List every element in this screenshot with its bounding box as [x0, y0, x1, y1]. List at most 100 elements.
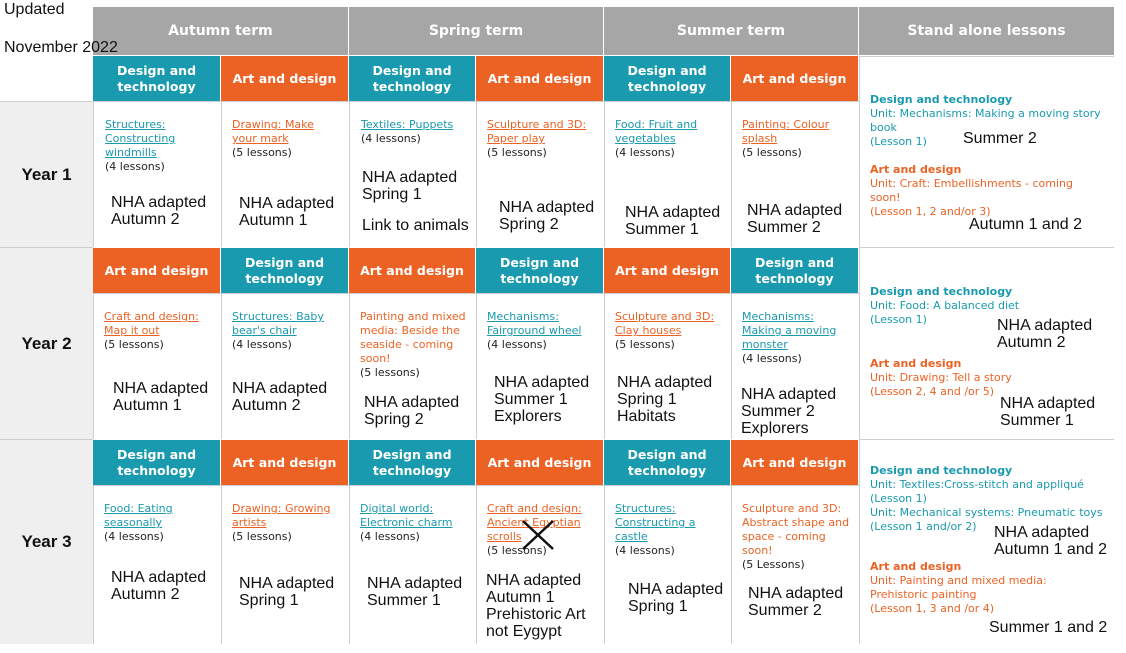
- lesson-count: (5 lessons): [615, 338, 675, 351]
- unit-cell: Mechanisms: Making a moving monster (4 l…: [731, 293, 859, 439]
- unit-link[interactable]: castle: [615, 530, 648, 543]
- standalone-unit[interactable]: Unit: Textiles:Cross-stitch and appliqué: [870, 478, 1084, 491]
- standalone-unit[interactable]: Unit: Drawing: Tell a story: [870, 371, 1012, 384]
- subject-dt: Design and technology: [604, 440, 731, 485]
- unit-link[interactable]: Map it out: [104, 324, 160, 337]
- unit-link[interactable]: Food: Eating: [104, 502, 173, 515]
- lesson-count: (4 lessons): [361, 132, 421, 145]
- unit-link[interactable]: Mechanisms:: [742, 310, 814, 323]
- unit-link[interactable]: monster: [742, 338, 788, 351]
- unit-text: space - coming: [742, 530, 826, 543]
- standalone-heading: Art and design: [870, 163, 962, 176]
- nha-note: Spring 2: [499, 216, 559, 233]
- unit-link[interactable]: Sculpture and 3D:: [615, 310, 715, 323]
- standalone-lesson: (Lesson 1): [870, 135, 927, 148]
- nha-note: Spring 1: [239, 592, 299, 609]
- standalone-unit[interactable]: Unit: Painting and mixed media: Prehisto…: [870, 574, 1047, 601]
- subject-dt: Design and technology: [731, 248, 859, 293]
- unit-cell: Painting and mixed media: Beside the sea…: [349, 293, 476, 439]
- standalone-lesson: (Lesson 1, 3 and /or 4): [870, 602, 995, 615]
- standalone-unit[interactable]: Unit: Craft: Embellishments - coming soo…: [870, 177, 1073, 204]
- nha-note: NHA adapted: [113, 380, 209, 397]
- unit-link[interactable]: Constructing a: [615, 516, 696, 529]
- unit-link[interactable]: Fairground wheel: [487, 324, 582, 337]
- nha-note: NHA adapted: [997, 317, 1093, 334]
- unit-link[interactable]: Drawing: Make: [232, 118, 314, 131]
- standalone-unit[interactable]: Unit: Food: A balanced diet: [870, 299, 1020, 312]
- subject-dt: Design and technology: [349, 440, 476, 485]
- nha-note: Autumn 1: [239, 212, 308, 229]
- unit-link[interactable]: Textiles: Puppets: [361, 118, 454, 131]
- unit-text: soon!: [742, 544, 773, 557]
- nha-note: NHA adapted: [748, 585, 844, 602]
- subject-dt: Design and technology: [93, 440, 221, 485]
- nha-note: Autumn 2: [111, 211, 180, 228]
- standalone-heading: Art and design: [870, 560, 962, 573]
- standalone-unit[interactable]: Unit: Mechanisms: Making a moving story …: [870, 107, 1101, 134]
- nha-note: NHA adapted: [628, 581, 724, 598]
- lesson-count: (4 lessons): [232, 338, 292, 351]
- unit-link[interactable]: Digital world:: [360, 502, 434, 515]
- unit-link[interactable]: windmills: [105, 146, 157, 159]
- unit-link[interactable]: your mark: [232, 132, 289, 145]
- year-label: Year 3: [0, 439, 93, 644]
- unit-link[interactable]: vegetables: [615, 132, 676, 145]
- unit-cell: Sculpture and 3D: Abstract shape and spa…: [731, 485, 859, 644]
- unit-link[interactable]: splash: [742, 132, 778, 145]
- unit-text: Sculpture and 3D:: [742, 502, 842, 515]
- standalone-lesson: (Lesson 1): [870, 492, 927, 505]
- updated-line1: Updated: [4, 1, 65, 18]
- unit-cell: Digital world: Electronic charm (4 lesso…: [349, 485, 476, 644]
- unit-link[interactable]: Structures: Baby: [232, 310, 324, 323]
- unit-link[interactable]: Structures:: [615, 502, 676, 515]
- unit-link[interactable]: scrolls: [487, 530, 522, 543]
- year-label: Year 1: [0, 101, 93, 247]
- unit-link[interactable]: Craft and design:: [104, 310, 199, 323]
- unit-link[interactable]: Making a moving: [742, 324, 837, 337]
- subject-ad: Art and design: [476, 56, 604, 101]
- nha-note: NHA adapted: [486, 572, 582, 589]
- unit-link[interactable]: Sculpture and 3D:: [487, 118, 587, 131]
- unit-link[interactable]: Paper play: [487, 132, 545, 145]
- unit-link[interactable]: Painting: Colour: [742, 118, 830, 131]
- unit-link[interactable]: Electronic charm: [360, 516, 453, 529]
- subject-ad: Art and design: [349, 248, 476, 293]
- unit-link[interactable]: Craft and design:: [487, 502, 582, 515]
- standalone-cell: Design and technology Unit: Textiles:Cro…: [859, 439, 1114, 644]
- subject-ad: Art and design: [476, 440, 604, 485]
- cross-out-icon: [522, 520, 554, 550]
- nha-note: Explorers: [741, 420, 809, 437]
- lesson-count: (4 lessons): [615, 146, 675, 159]
- nha-note: Autumn 2: [111, 586, 180, 603]
- subject-dt: Design and technology: [93, 56, 221, 101]
- unit-cell: Structures: Constructing windmills (4 le…: [93, 101, 221, 247]
- unit-link[interactable]: Food: Fruit and: [615, 118, 698, 131]
- lesson-count: (5 lessons): [232, 530, 292, 543]
- unit-text: media: Beside the: [360, 324, 460, 337]
- subject-dt: Design and technology: [476, 248, 604, 293]
- unit-link[interactable]: Ancient Egyptian: [487, 516, 581, 529]
- standalone-unit[interactable]: Unit: Mechanical systems: Pneumatic toys: [870, 506, 1103, 519]
- nha-note: Spring 2: [364, 411, 424, 428]
- standalone-heading: Art and design: [870, 357, 962, 370]
- standalone-lesson: (Lesson 1, 2 and/or 3): [870, 205, 991, 218]
- unit-link[interactable]: seasonally: [104, 516, 163, 529]
- unit-cell: Drawing: Make your mark (5 lessons) NHA …: [221, 101, 349, 247]
- unit-cell: Textiles: Puppets (4 lessons) NHA adapte…: [349, 101, 476, 247]
- unit-link[interactable]: Structures:: [105, 118, 166, 131]
- unit-link[interactable]: bear's chair: [232, 324, 297, 337]
- unit-link[interactable]: artists: [232, 516, 267, 529]
- unit-link[interactable]: Drawing: Growing: [232, 502, 331, 515]
- nha-note: Autumn 1: [113, 397, 182, 414]
- subject-dt: Design and technology: [604, 56, 731, 101]
- nha-note: NHA adapted: [1000, 395, 1096, 412]
- unit-link[interactable]: Clay houses: [615, 324, 682, 337]
- unit-link[interactable]: Constructing: [105, 132, 176, 145]
- nha-note: Spring 1: [617, 391, 677, 408]
- nha-note: Autumn 2: [997, 334, 1066, 351]
- unit-cell: Structures: Baby bear's chair (4 lessons…: [221, 293, 349, 439]
- standalone-lesson: (Lesson 1 and/or 2): [870, 520, 977, 533]
- year-label: Year 2: [0, 247, 93, 439]
- unit-link[interactable]: Mechanisms:: [487, 310, 559, 323]
- unit-text: Painting and mixed: [360, 310, 466, 323]
